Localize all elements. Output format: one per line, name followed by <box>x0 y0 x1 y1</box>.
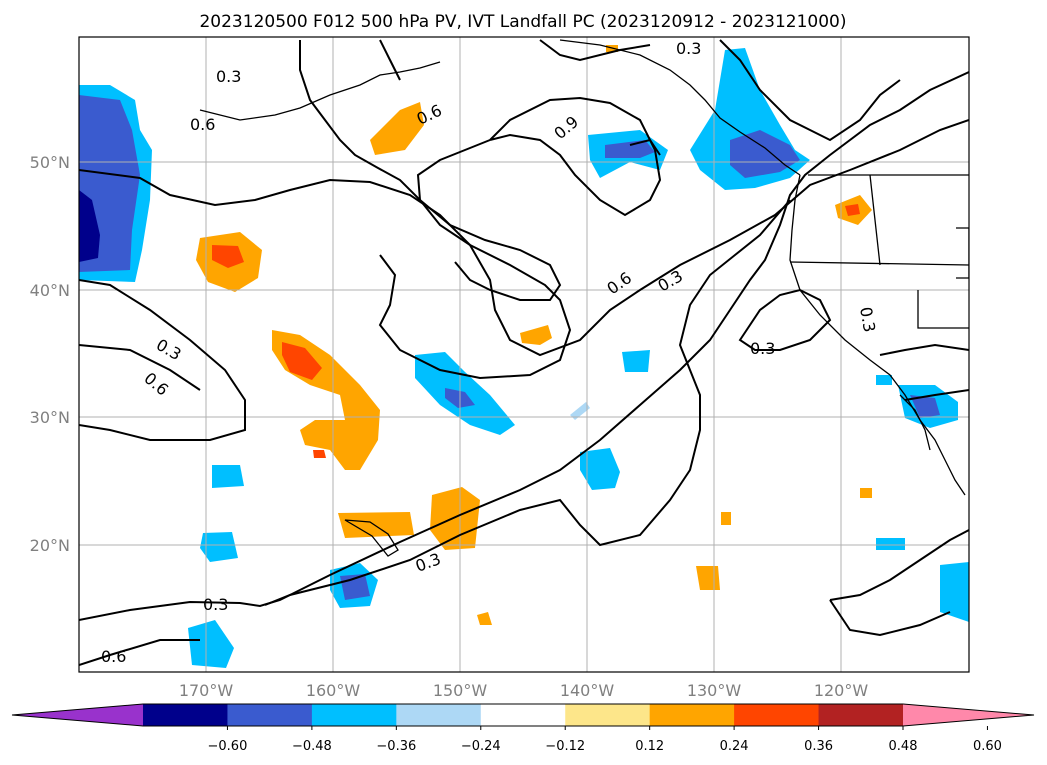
figure-title: 2023120500 F012 500 hPa PV, IVT Landfall… <box>199 12 846 32</box>
lat-label: 50°N <box>30 153 70 172</box>
anomaly-169w-20n <box>200 532 238 562</box>
anomaly-146w-36n <box>520 325 552 345</box>
anomaly-135w-35n <box>622 350 650 372</box>
anomaly-128w-22n <box>721 512 731 525</box>
colorbar-bin <box>818 704 904 726</box>
anomaly-140w-27n <box>580 448 620 490</box>
contour-label: 0.3 <box>203 595 228 614</box>
map-frame <box>78 36 970 673</box>
colorbar-tick-label: 0.48 <box>889 739 918 754</box>
lat-label: 30°N <box>30 408 70 427</box>
anomaly-110w-16n <box>940 562 969 622</box>
colorbar-extend-high <box>903 704 1034 726</box>
colorbar-bin <box>311 704 397 726</box>
anomaly-150w-22n <box>430 487 480 550</box>
colorbar: −0.60 −0.48 −0.36 −0.24 −0.12 0.12 0.24 0.36 0.4… <box>11 703 1035 754</box>
colorbar-tick-label: −0.60 <box>208 739 248 754</box>
anomaly-155w-57n <box>370 102 424 155</box>
colorbar-bin <box>396 704 482 726</box>
colorbar-bin <box>227 704 313 726</box>
contour-label: 0.3 <box>216 67 241 86</box>
colorbar-tick-label: 0.60 <box>973 739 1002 754</box>
coastlines <box>199 39 969 557</box>
colorbar-tick-label: 0.24 <box>720 739 749 754</box>
colorbar-tick-label: −0.48 <box>292 739 332 754</box>
colorbar-bin <box>480 704 566 726</box>
anomaly-143w-30n <box>570 402 590 420</box>
colorbar-tick-label: −0.12 <box>545 739 585 754</box>
pv-contours <box>79 39 969 666</box>
contour-label: 0.6 <box>190 115 215 134</box>
colorbar-bin <box>565 704 651 726</box>
shaded-anomaly-layer <box>79 45 969 668</box>
contour-label: 0.3 <box>676 39 701 58</box>
anomaly-115w-20n <box>876 538 905 550</box>
lon-label: 150°W <box>433 681 488 700</box>
colorbar-bin <box>143 704 228 726</box>
colorbar-extend-low <box>12 704 143 726</box>
colorbar-tick-label: 0.12 <box>635 739 664 754</box>
lon-label: 170°W <box>179 681 234 700</box>
lat-label: 20°N <box>30 536 70 555</box>
colorbar-tick-label: −0.36 <box>376 739 416 754</box>
map-panel: 0.3 0.6 0.6 0.9 0.3 0.3 0.6 0.6 0.3 0.3 … <box>79 37 969 672</box>
lon-label: 160°W <box>306 681 361 700</box>
lat-label: 40°N <box>30 281 70 300</box>
lon-label: 130°W <box>687 681 742 700</box>
anomaly-156w-22n <box>338 512 414 538</box>
anomaly-118w-24n <box>860 488 872 498</box>
contour-label: 0.3 <box>856 305 879 333</box>
contour-label: 0.3 <box>750 339 775 358</box>
anomaly-170w-13n <box>188 620 234 668</box>
anomaly-west-edge-peak <box>79 190 100 262</box>
colorbar-tick-label: −0.24 <box>461 739 501 754</box>
anomaly-147w-14n <box>477 612 492 625</box>
colorbar-bin <box>734 704 820 726</box>
colorbar-outline <box>11 703 1035 727</box>
anomaly-130w-17n <box>696 566 720 590</box>
contour-label: 0.6 <box>101 647 126 666</box>
lon-label: 140°W <box>560 681 615 700</box>
colorbar-tick-label: 0.36 <box>804 739 833 754</box>
latitude-labels: 50°N 40°N 30°N 20°N <box>30 153 70 555</box>
longitude-labels: 170°W 160°W 150°W 140°W 130°W 120°W <box>179 681 869 700</box>
colorbar-bin <box>649 704 735 726</box>
lon-label: 120°W <box>814 681 869 700</box>
anomaly-120w-33n <box>876 375 892 385</box>
anomaly-168w-26n <box>212 465 244 488</box>
